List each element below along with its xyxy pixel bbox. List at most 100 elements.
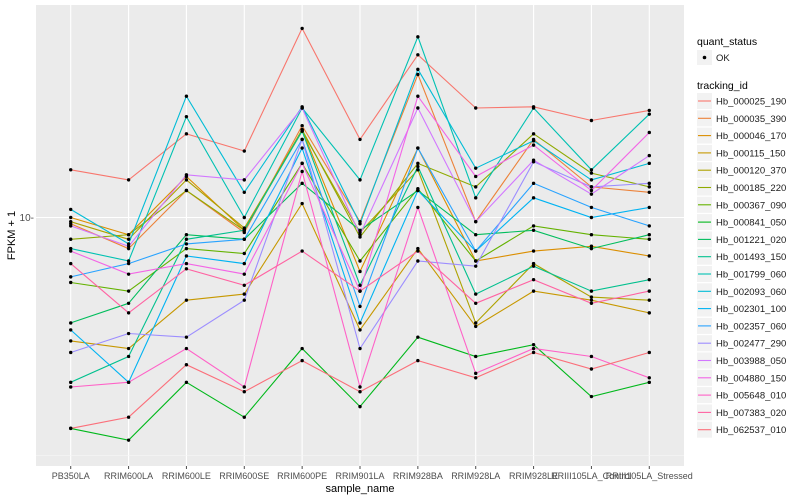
data-point-Hb_001799_060 <box>647 112 651 116</box>
data-point-Hb_062537_010 <box>242 389 246 394</box>
data-point-Hb_002357_060 <box>358 304 362 309</box>
data-point-Hb_062537_010 <box>416 358 420 363</box>
data-point-Hb_002357_060 <box>69 275 73 279</box>
data-point-Hb_002357_060 <box>184 242 189 246</box>
data-point-Hb_007383_020 <box>647 289 651 293</box>
legend-label-Hb_002477_290: Hb_002477_290 <box>716 339 786 350</box>
data-point-Hb_007383_020 <box>416 249 420 253</box>
data-point-Hb_000120_370 <box>416 168 420 172</box>
data-point-Hb_001221_020 <box>69 321 73 325</box>
data-point-Hb_002357_060 <box>126 261 131 266</box>
data-point-Hb_000046_170 <box>358 269 362 274</box>
data-point-Hb_007383_020 <box>474 301 478 305</box>
data-point-Hb_001221_020 <box>126 301 131 305</box>
legend-label-Hb_000025_190: Hb_000025_190 <box>716 97 786 108</box>
data-point-Hb_000185_220 <box>126 233 131 237</box>
data-point-Hb_000841_050 <box>126 438 131 442</box>
data-point-Hb_000115_150 <box>184 298 189 302</box>
data-point-Hb_062537_010 <box>300 358 304 363</box>
data-point-Hb_002093_060 <box>184 94 189 98</box>
data-point-Hb_000185_220 <box>589 171 594 175</box>
data-point-Hb_000025_190 <box>184 132 189 136</box>
data-point-Hb_000025_190 <box>69 168 73 172</box>
data-point-Hb_000185_220 <box>647 185 651 189</box>
x-tick-label: RRIII105LA_Control <box>551 471 632 481</box>
data-point-Hb_062537_010 <box>589 367 594 371</box>
data-point-Hb_001799_060 <box>474 196 478 200</box>
data-point-Hb_000115_150 <box>126 346 131 351</box>
data-point-Hb_004880_150 <box>184 261 189 266</box>
legend-label-Hb_000115_150: Hb_000115_150 <box>716 148 786 159</box>
data-point-Hb_003988_050 <box>358 233 362 237</box>
legend-label-Hb_000035_390: Hb_000035_390 <box>716 114 786 125</box>
data-point-Hb_002357_060 <box>647 224 651 228</box>
data-point-Hb_000367_090 <box>647 237 651 241</box>
data-point-Hb_005648_010 <box>300 169 304 174</box>
data-point-Hb_062537_010 <box>358 389 362 394</box>
x-tick-label: RRIM600SE <box>219 471 269 481</box>
x-tick-label: RRIII105LA_Stressed <box>606 471 693 481</box>
legend-label-Hb_004880_150: Hb_004880_150 <box>716 373 786 384</box>
data-point-Hb_001799_060 <box>416 35 420 39</box>
legend-label-Hb_002301_100: Hb_002301_100 <box>716 304 786 315</box>
data-point-Hb_000115_150 <box>242 292 246 296</box>
data-point-Hb_000185_220 <box>474 185 478 189</box>
legend-label-Hb_002357_060: Hb_002357_060 <box>716 321 786 332</box>
data-point-Hb_000841_050 <box>358 404 362 409</box>
data-point-Hb_002093_060 <box>242 190 246 194</box>
data-point-Hb_001221_020 <box>474 233 478 237</box>
data-point-Hb_000025_190 <box>474 106 478 110</box>
data-point-Hb_000841_050 <box>589 394 594 399</box>
series-points <box>69 26 651 442</box>
data-point-Hb_000367_090 <box>242 251 246 256</box>
data-point-Hb_000035_390 <box>126 246 131 251</box>
data-point-Hb_007383_020 <box>69 261 73 266</box>
data-point-Hb_005648_010 <box>416 205 420 210</box>
x-tick-label: PB350LA <box>52 471 90 481</box>
data-point-Hb_000046_170 <box>647 254 651 258</box>
data-point-Hb_001221_020 <box>647 233 651 237</box>
data-point-Hb_001799_060 <box>126 259 131 263</box>
data-point-Hb_007383_020 <box>589 301 594 305</box>
data-point-Hb_002093_060 <box>589 178 594 182</box>
y-axis: 10- <box>20 213 34 224</box>
legend-quant-items: OK <box>697 50 730 65</box>
data-point-Hb_007383_020 <box>358 289 362 293</box>
data-point-Hb_000025_190 <box>242 149 246 153</box>
data-point-Hb_005648_010 <box>531 346 536 351</box>
legend: quant_status OK tracking_id Hb_000025_19… <box>697 36 786 438</box>
legend-label-Hb_000046_170: Hb_000046_170 <box>716 131 786 142</box>
data-point-Hb_002477_290 <box>69 350 73 355</box>
data-point-Hb_002093_060 <box>474 166 478 170</box>
data-point-Hb_000025_190 <box>358 137 362 142</box>
data-point-Hb_002477_290 <box>416 259 420 263</box>
data-point-Hb_002301_100 <box>358 321 362 325</box>
data-point-Hb_000120_370 <box>184 178 189 182</box>
legend-label-Hb_005648_010: Hb_005648_010 <box>716 391 786 402</box>
legend-label: OK <box>716 53 730 64</box>
data-point-Hb_001493_150 <box>474 292 478 296</box>
data-point-Hb_000025_190 <box>300 26 304 31</box>
data-point-Hb_002301_100 <box>69 328 73 332</box>
data-point-Hb_002093_060 <box>69 207 73 212</box>
data-point-Hb_001221_020 <box>358 228 362 232</box>
data-point-Hb_000035_390 <box>416 72 420 77</box>
legend-label-Hb_000367_090: Hb_000367_090 <box>716 200 786 211</box>
data-point-Hb_007383_020 <box>126 311 131 315</box>
data-point-Hb_004880_150 <box>416 94 420 98</box>
data-point-Hb_001493_150 <box>242 228 246 232</box>
data-point-Hb_005648_010 <box>589 354 594 359</box>
data-point-Hb_003988_050 <box>300 106 304 110</box>
data-point-Hb_001799_060 <box>531 106 536 110</box>
data-point-Hb_001799_060 <box>242 215 246 220</box>
legend-label-Hb_001221_020: Hb_001221_020 <box>716 235 786 246</box>
data-point-Hb_000185_220 <box>69 237 73 241</box>
data-point-Hb_000367_090 <box>184 246 189 251</box>
data-point-Hb_000367_090 <box>358 259 362 263</box>
data-point-Hb_007383_020 <box>242 283 246 288</box>
legend-title-tracking-id: tracking_id <box>697 80 748 92</box>
data-point-Hb_002477_290 <box>358 346 362 351</box>
data-point-Hb_003988_050 <box>126 244 131 248</box>
data-point-Hb_001799_060 <box>589 168 594 172</box>
y-axis-title: FPKM + 1 <box>6 211 18 260</box>
